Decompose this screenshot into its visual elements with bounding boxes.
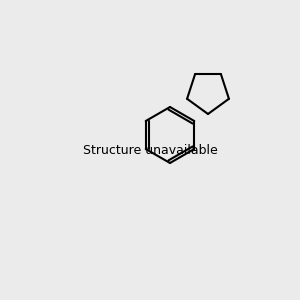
- Text: Structure unavailable: Structure unavailable: [82, 143, 218, 157]
